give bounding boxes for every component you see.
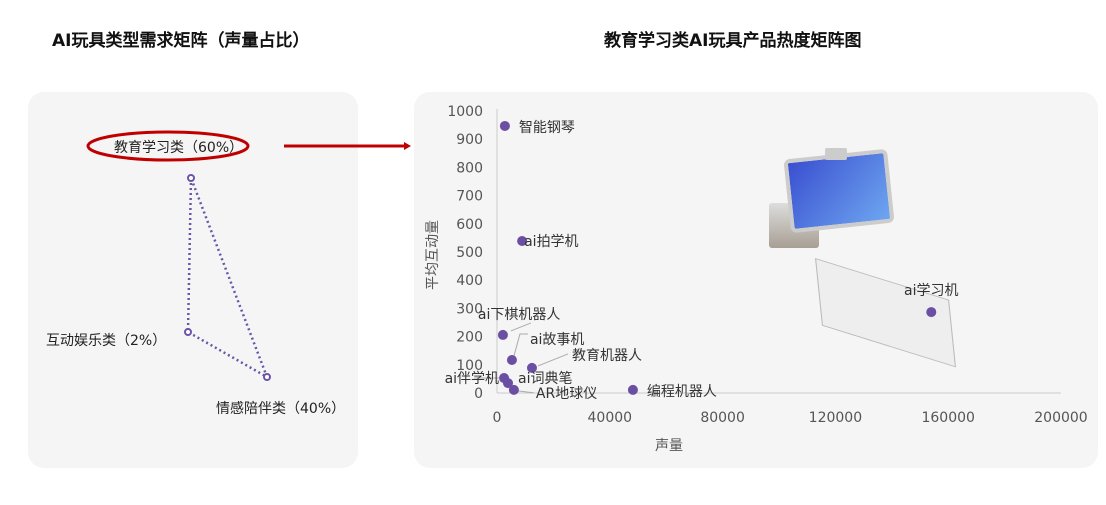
arrow	[284, 142, 411, 150]
x-axis-title: 声量	[655, 438, 683, 454]
y-tick-label: 0	[474, 386, 483, 402]
data-point	[517, 236, 528, 247]
product-image	[765, 148, 957, 368]
node-edu	[187, 174, 195, 182]
data-label: ai拍学机	[524, 234, 578, 250]
data-label: ai学习机	[904, 283, 958, 299]
data-point	[497, 329, 508, 340]
y-tick-label: 700	[456, 189, 483, 205]
data-point	[526, 362, 537, 373]
y-tick-label: 400	[456, 273, 483, 289]
y-tick-label: 1000	[447, 104, 483, 120]
y-tick-label: 500	[456, 245, 483, 261]
data-label: 教育机器人	[572, 348, 642, 364]
x-tick-label: 120000	[809, 410, 862, 426]
chart-panel	[414, 92, 1098, 468]
x-tick-label: 160000	[921, 410, 974, 426]
data-label: ai下棋机器人	[478, 307, 560, 323]
y-tick-label: 100	[456, 358, 483, 374]
node-label-emotional: 情感陪伴类（40%）	[216, 401, 346, 417]
x-tick-label: 40000	[588, 410, 633, 426]
triangle-lines	[186, 177, 270, 380]
y-tick-label: 900	[456, 132, 483, 148]
y-tick-label: 200	[456, 330, 483, 346]
node-ent	[184, 328, 192, 336]
data-point	[506, 355, 517, 366]
data-label: 智能钢琴	[519, 120, 575, 136]
node-label-education: 教育学习类（60%）	[114, 140, 244, 156]
data-label: ai词典笔	[518, 371, 572, 387]
leader-line	[510, 322, 532, 332]
chart-title: 教育学习类AI玩具产品热度矩阵图	[604, 31, 862, 51]
demand-matrix-panel: 教育学习类（60%） 互动娱乐类（2%） 情感陪伴类（40%）	[28, 92, 358, 468]
node-label-entertainment: 互动娱乐类（2%）	[46, 333, 167, 349]
data-point	[627, 384, 638, 395]
y-tick-label: 600	[456, 217, 483, 233]
y-tick-label: 300	[456, 301, 483, 317]
leader-line	[517, 390, 534, 394]
data-label: 编程机器人	[647, 384, 717, 400]
data-label: AR地球仪	[536, 386, 597, 402]
data-point	[508, 384, 519, 395]
y-axis-title: 平均互动量	[425, 220, 441, 290]
y-tick-label: 800	[456, 160, 483, 176]
highlight-ellipse	[86, 130, 250, 162]
x-tick-label: 200000	[1034, 410, 1087, 426]
triangle-diagram	[86, 130, 271, 381]
leader-line	[537, 353, 569, 367]
leader-line	[513, 333, 528, 357]
data-point	[499, 120, 510, 131]
data-label: ai故事机	[530, 332, 584, 348]
data-label: ai伴学机	[445, 371, 499, 387]
left-title: AI玩具类型需求矩阵（声量占比）	[52, 31, 310, 51]
node-emo	[263, 373, 271, 381]
x-tick-label: 0	[493, 410, 502, 426]
x-tick-label: 80000	[700, 410, 745, 426]
data-point	[926, 307, 937, 318]
data-point	[502, 378, 513, 389]
